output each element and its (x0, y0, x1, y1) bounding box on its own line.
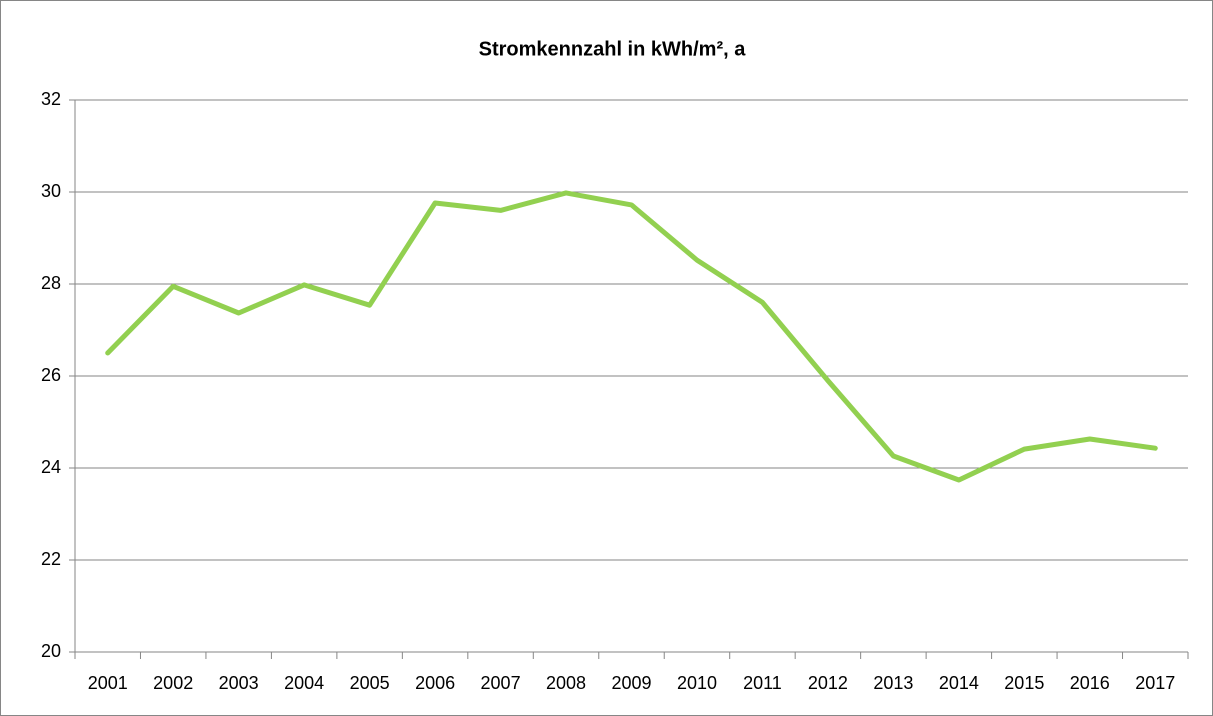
x-tick-label: 2005 (350, 673, 390, 693)
y-tick-label: 26 (41, 365, 61, 385)
x-tick-label: 2004 (284, 673, 324, 693)
y-tick-label: 30 (41, 181, 61, 201)
x-tick-label: 2010 (677, 673, 717, 693)
x-tick-label: 2009 (611, 673, 651, 693)
x-tick-label: 2006 (415, 673, 455, 693)
x-tick-label: 2001 (88, 673, 128, 693)
chart-title: Stromkennzahl in kWh/m², a (479, 38, 747, 60)
y-tick-label: 20 (41, 641, 61, 661)
x-tick-label: 2014 (939, 673, 979, 693)
x-tick-label: 2008 (546, 673, 586, 693)
y-tick-label: 32 (41, 89, 61, 109)
y-tick-label: 22 (41, 549, 61, 569)
x-tick-label: 2003 (219, 673, 259, 693)
x-tick-label: 2012 (808, 673, 848, 693)
x-tick-label: 2017 (1135, 673, 1175, 693)
x-tick-label: 2007 (481, 673, 521, 693)
y-tick-label: 28 (41, 273, 61, 293)
y-tick-label: 24 (41, 457, 61, 477)
x-tick-label: 2002 (153, 673, 193, 693)
x-tick-label: 2015 (1004, 673, 1044, 693)
x-tick-label: 2011 (743, 673, 782, 693)
x-tick-label: 2016 (1070, 673, 1110, 693)
x-tick-label: 2013 (873, 673, 913, 693)
data-line (105, 190, 1158, 483)
